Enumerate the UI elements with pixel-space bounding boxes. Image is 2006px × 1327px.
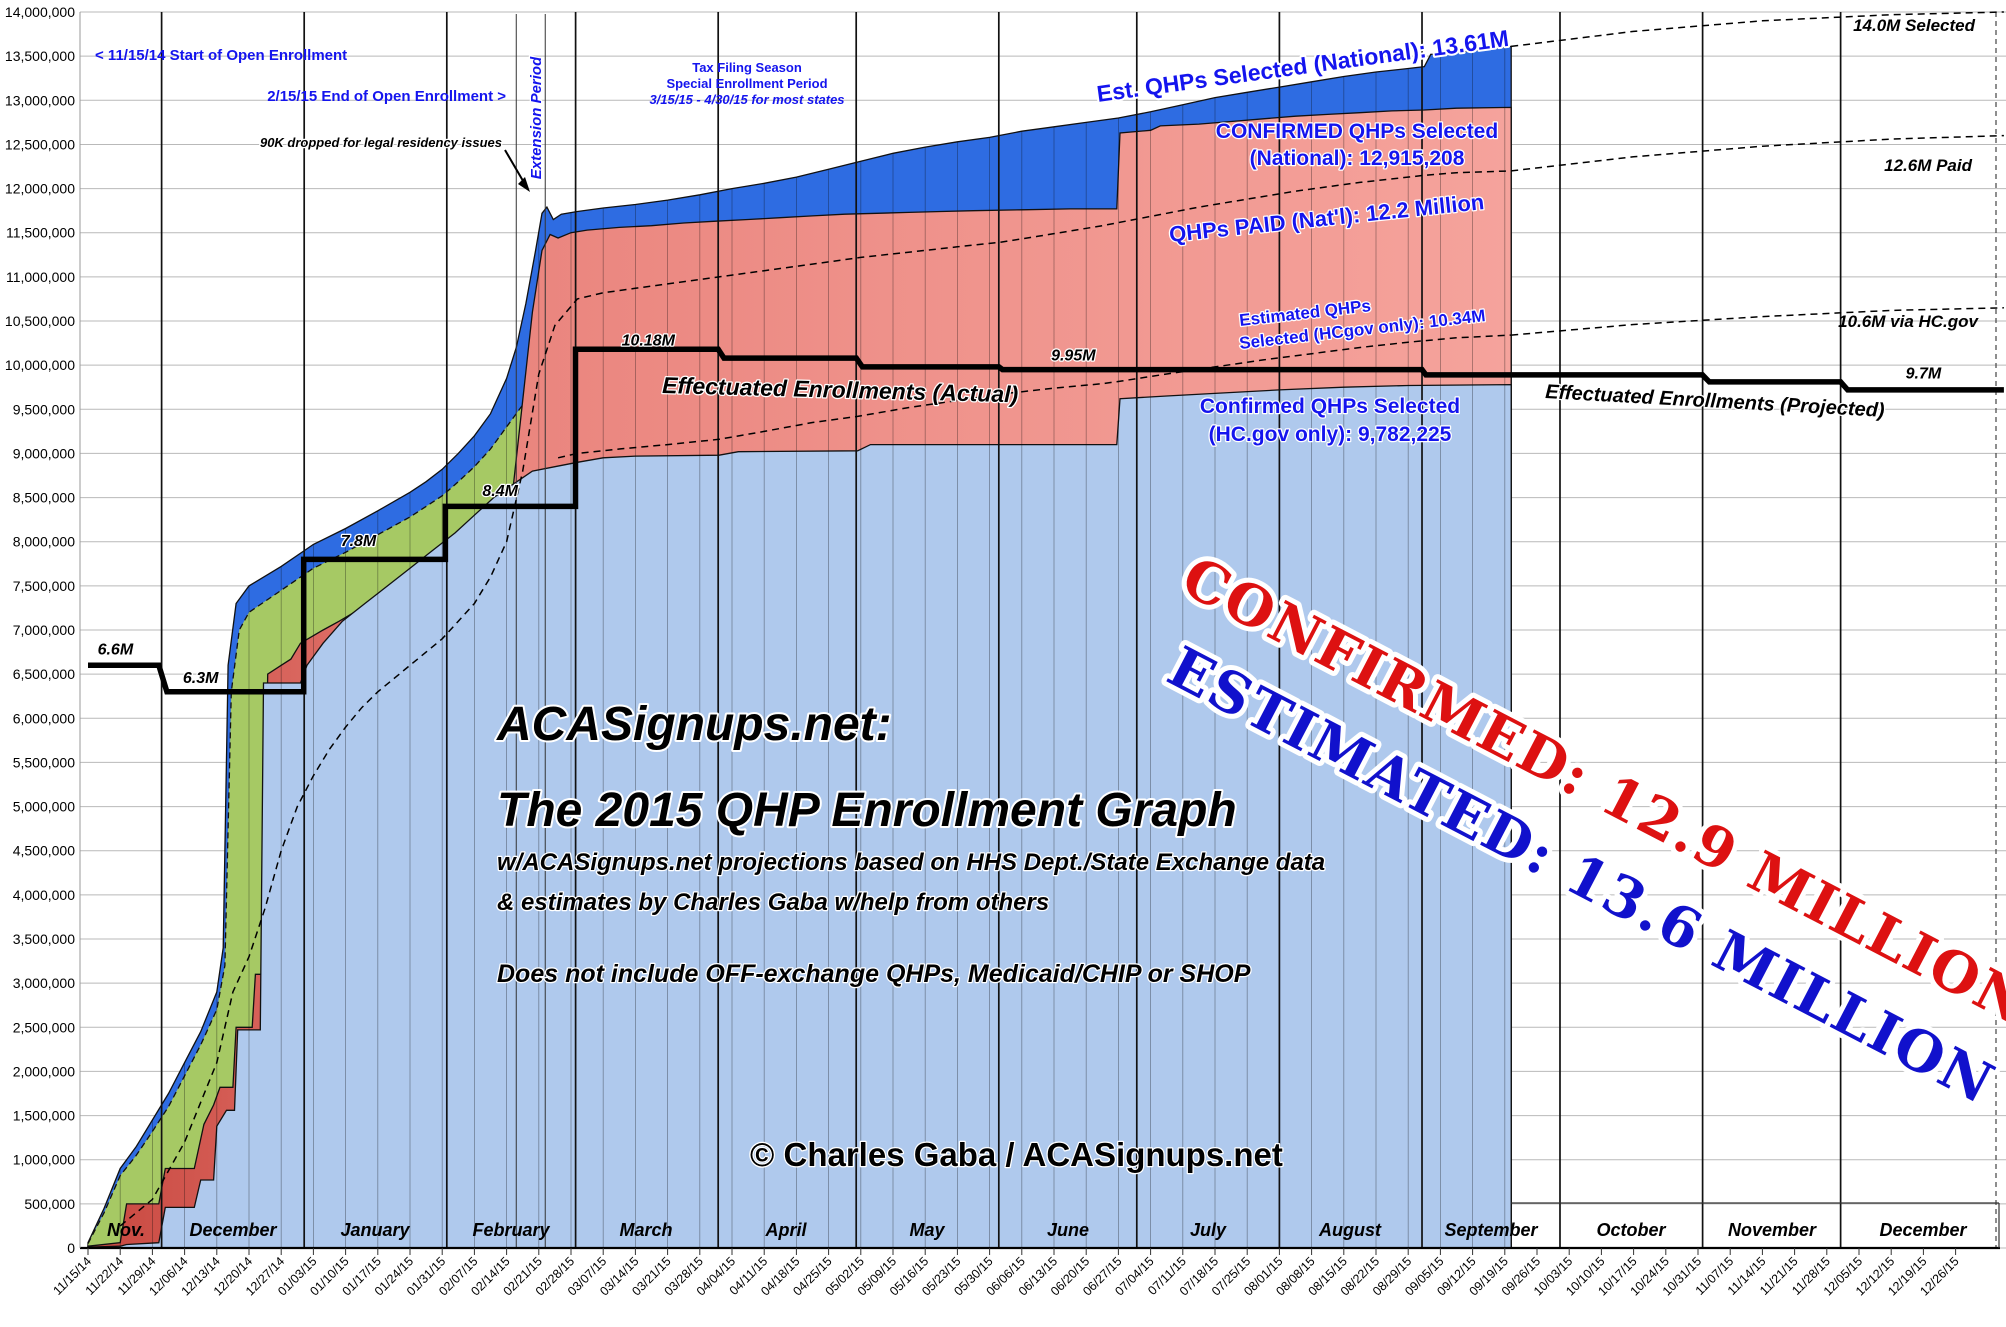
y-axis-label: 11,000,000 [6,269,75,285]
y-axis-label: 1,500,000 [13,1108,75,1124]
y-axis-label: 0 [67,1240,75,1256]
end-open-enrollment-note: 2/15/15 End of Open Enrollment > [267,88,506,105]
y-axis-label: 14,000,000 [5,4,75,20]
y-axis-label: 3,000,000 [13,975,75,991]
month-label: July [1190,1220,1227,1240]
y-axis-label: 9,000,000 [13,445,75,461]
month-label: June [1047,1220,1089,1240]
y-axis-label: 8,500,000 [13,490,75,506]
month-label: February [472,1220,550,1240]
step-label-7_8M: 7.8M [341,533,377,550]
confirmed-hcgov-label-2: (HC.gov only): 9,782,225 [1209,423,1452,446]
chart-title: The 2015 QHP Enrollment Graph [497,784,1237,837]
confirmed-hcgov-label-1: Confirmed QHPs Selected [1200,395,1460,418]
month-label: October [1596,1220,1666,1240]
projection-selected-label: 14.0M Selected [1853,16,1976,35]
month-separators [160,12,1997,1248]
month-label: January [340,1220,410,1240]
y-axis-label: 2,000,000 [13,1063,75,1079]
area-series [87,45,1512,1249]
y-axis-label: 2,500,000 [13,1019,75,1035]
subtitle-1: w/ACASignups.net projections based on HH… [497,849,1325,876]
line-series [88,11,2004,1227]
subtitle-2: & estimates by Charles Gaba w/help from … [497,889,1049,916]
month-label: December [1879,1220,1967,1240]
y-axis-label: 13,500,000 [5,48,75,64]
y-axis-label: 8,000,000 [13,534,75,550]
line-effectuated-projected [1511,372,2004,393]
line-effectuated-actual [88,346,1512,695]
projection-paid-label: 12.6M Paid [1884,156,1972,175]
step-label-8_4M: 8.4M [482,483,518,500]
month-label: December [189,1220,277,1240]
y-axis-label: 3,500,000 [13,931,75,947]
step-label-6_3M: 6.3M [183,670,219,687]
month-label: August [1318,1220,1382,1240]
y-axis-label: 13,000,000 [5,92,75,108]
confirmed-national-label-2: (National): 12,915,208 [1250,147,1465,170]
step-label-6_6M: 6.6M [98,642,134,659]
dropped-90k-arrowhead [518,177,530,192]
y-axis-label: 5,500,000 [13,754,75,770]
y-axis-label: 12,500,000 [5,136,75,152]
line-qhps-paid-national [119,170,1512,1227]
month-label: November [1728,1220,1817,1240]
projection-hcgov-label: 10.6M via HC.gov [1838,312,1979,331]
y-axis-label: 6,500,000 [13,666,75,682]
effectuated-step-labels: 6.6M 6.3M 7.8M 8.4M 10.18M 9.95M 9.7M [96,331,1943,688]
confirmed-national-label-1: CONFIRMED QHPs Selected [1216,120,1498,143]
effectuated-projected-label: Effectuated Enrollments (Projected) [1545,381,1886,422]
line-projection-selected [1511,11,2004,48]
month-label: April [764,1220,807,1240]
tax-season-note-1: Tax Filing Season [692,60,802,75]
y-axis-label: 6,000,000 [13,710,75,726]
site-title: ACASignups.net: [496,698,892,751]
y-axis-label: 7,500,000 [13,578,75,594]
exclusion-note: Does not include OFF-exchange QHPs, Medi… [497,960,1251,988]
tax-season-note-3: 3/15/15 - 4/30/15 for most states [649,92,844,107]
month-label: Nov. [107,1220,145,1240]
y-axis-label: 4,000,000 [13,887,75,903]
tax-season-note-2: Special Enrollment Period [666,76,827,91]
y-axis-label: 1,000,000 [13,1152,75,1168]
y-axis-label: 4,500,000 [13,843,75,859]
month-label: September [1444,1220,1538,1240]
y-axis-label: 11,500,000 [6,225,75,241]
y-axis-label: 10,500,000 [5,313,75,329]
step-label-9_95M: 9.95M [1051,348,1096,365]
y-axis-label: 500,000 [24,1196,75,1212]
y-axis-label: 7,000,000 [13,622,75,638]
step-label-9_7M: 9.7M [1906,365,1942,382]
y-axis-label: 5,000,000 [13,799,75,815]
line-estimated-qhps-selected-hcgov-line [557,334,1512,459]
dropped-90k-note: 90K dropped for legal residency issues [260,135,502,150]
line-projection-paid [1511,134,2004,172]
month-label: March [619,1220,672,1240]
month-label: May [909,1220,945,1240]
area-confirmed-qhps-selected-hcgov [87,383,1512,1249]
y-axis-label: 10,000,000 [5,357,75,373]
copyright-text: © Charles Gaba / ACASignups.net [750,1136,1283,1173]
extension-period-note: Extension Period [528,56,545,179]
y-axis-label: 12,000,000 [5,181,75,197]
title-block: ACASignups.net: The 2015 QHP Enrollment … [494,696,1326,1174]
start-open-enrollment-note: < 11/15/14 Start of Open Enrollment [95,47,347,64]
axes [79,12,2000,1255]
y-axis-label: 9,500,000 [13,401,75,417]
step-label-10_18M: 10.18M [622,333,676,350]
